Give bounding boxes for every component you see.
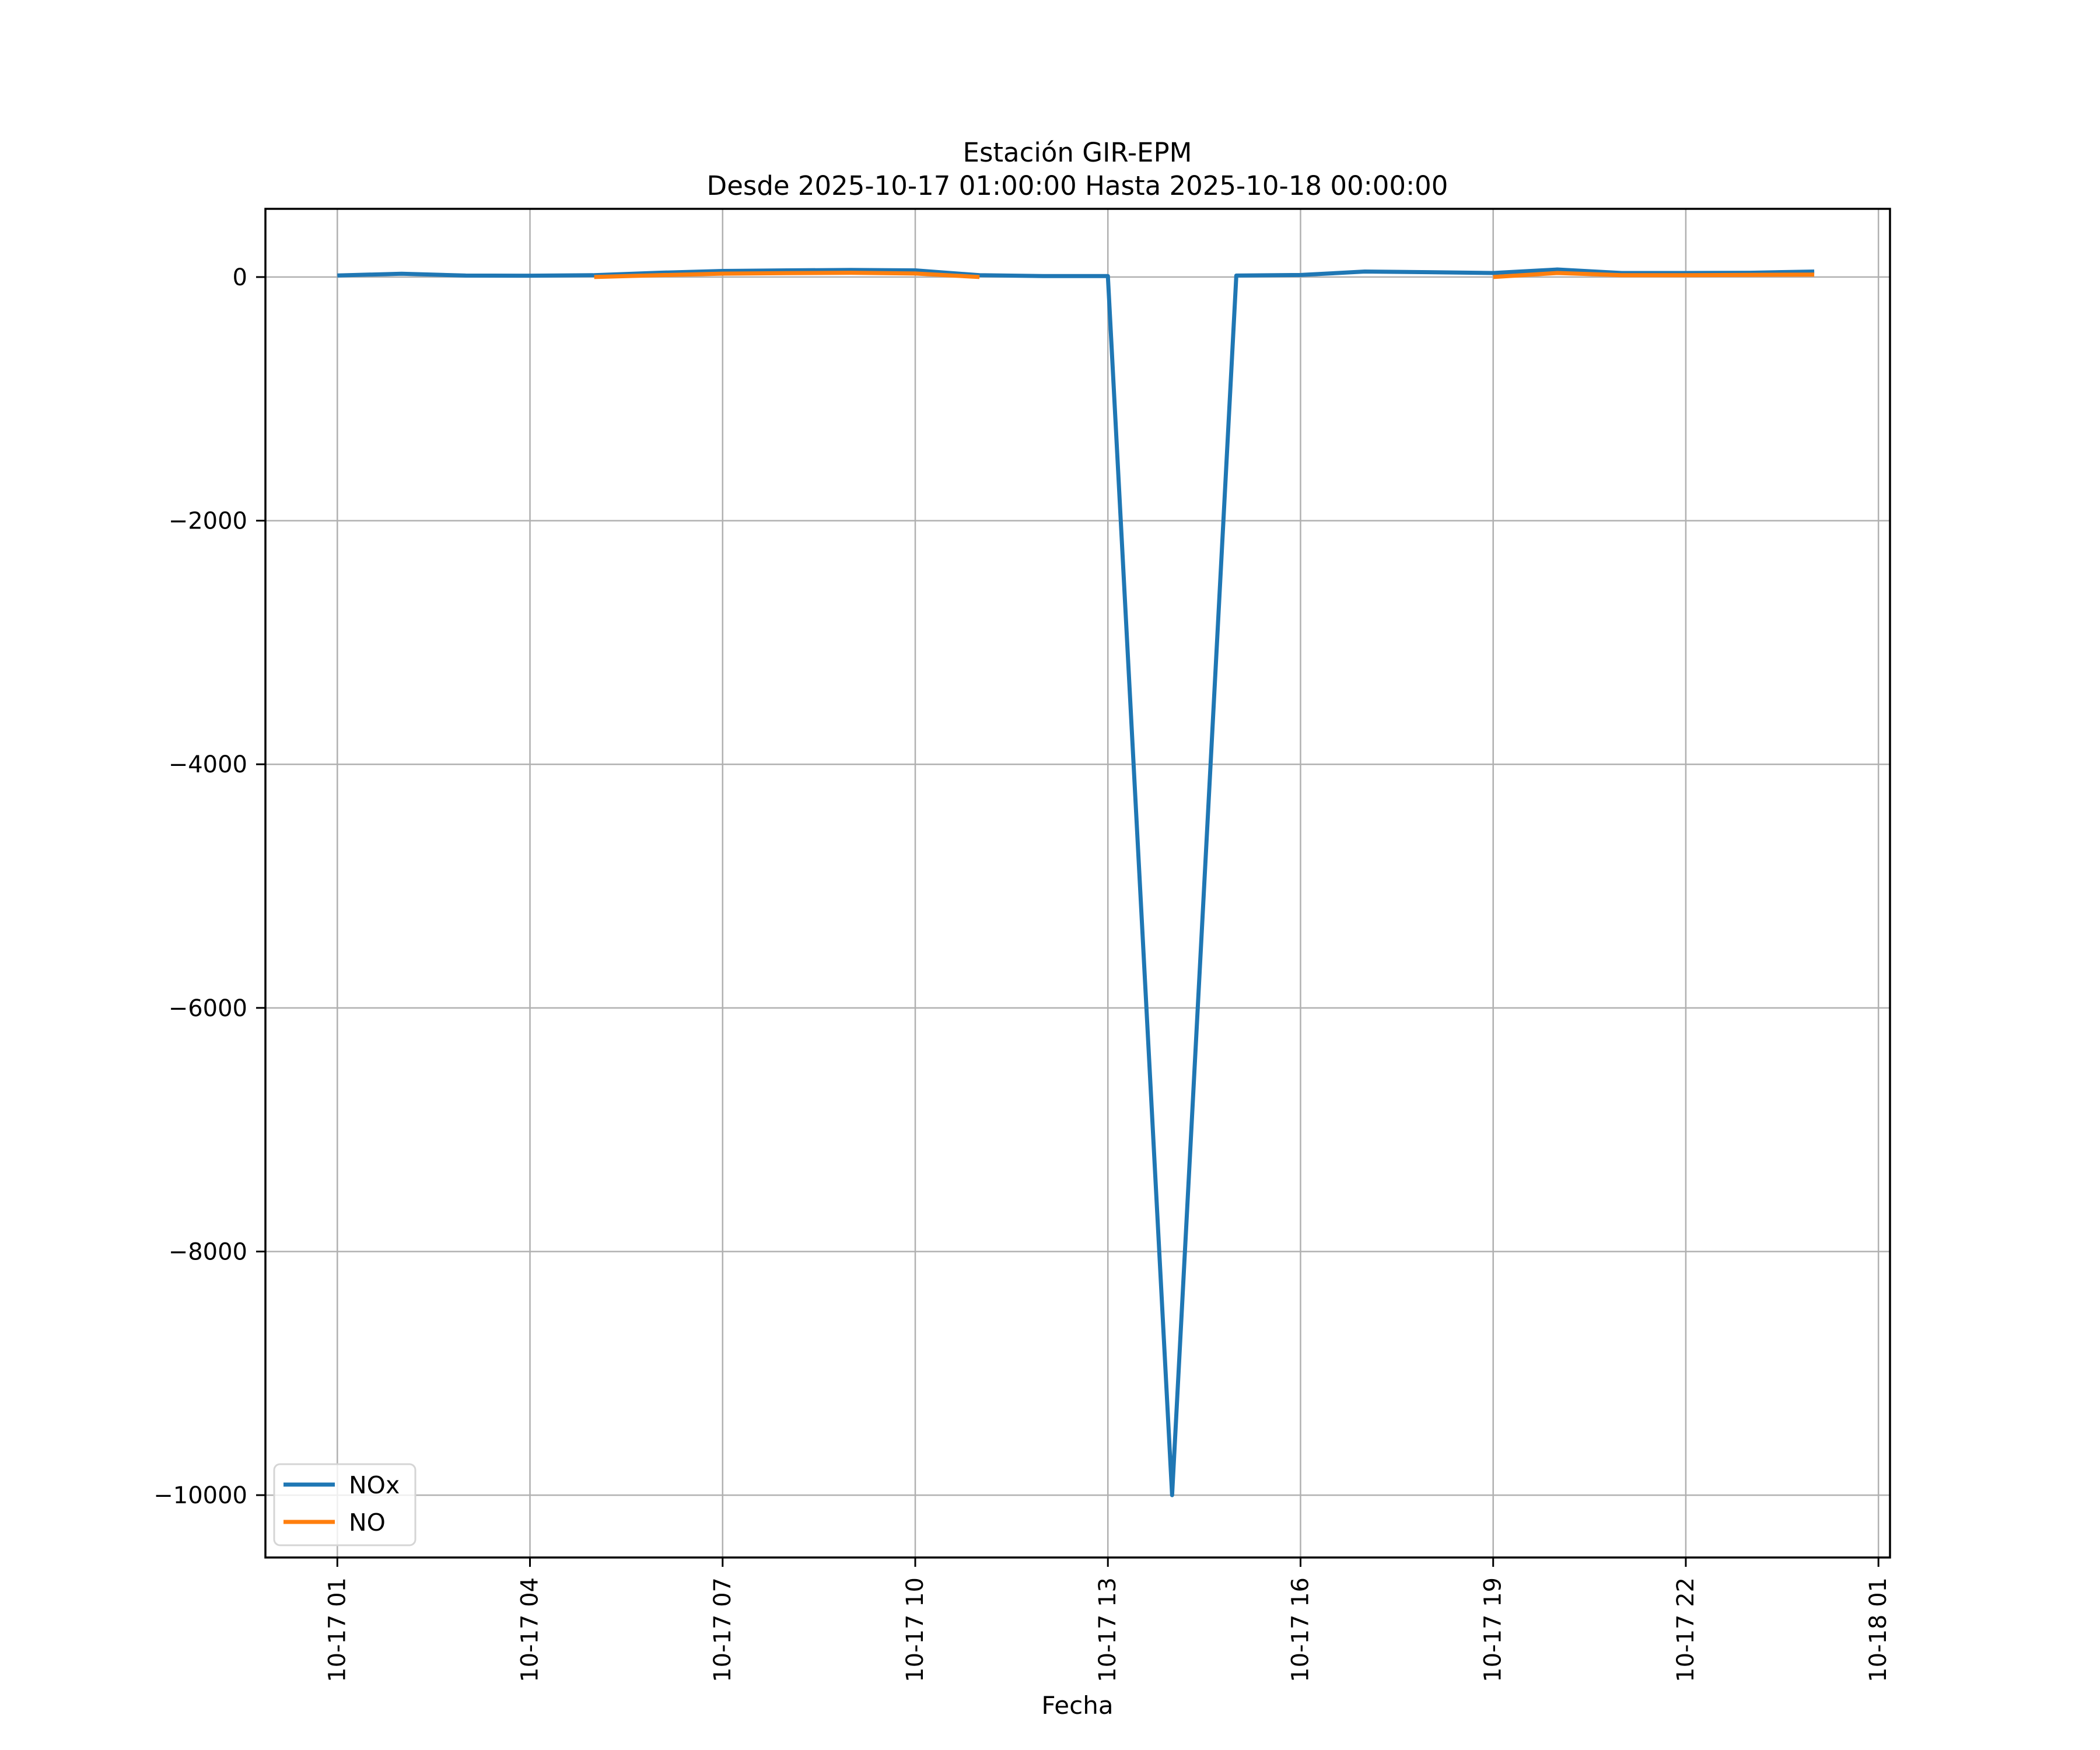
x-tick-label: 10-17 22 <box>1672 1577 1699 1682</box>
x-axis-title: Fecha <box>1041 1691 1113 1720</box>
x-tick-label: 10-18 01 <box>1865 1577 1892 1682</box>
y-tick-label: −8000 <box>169 1238 247 1265</box>
tick-layer: 10-17 01 10-17 04 10-17 07 10-17 10 10-17 13… <box>153 264 1892 1682</box>
x-tick-label: 10-17 04 <box>517 1577 544 1682</box>
x-tick-label: 10-17 19 <box>1480 1577 1507 1682</box>
grid-layer <box>265 209 1890 1558</box>
legend-label-nox: NOx <box>349 1471 400 1499</box>
series-layer <box>337 267 1815 1497</box>
x-tick-label: 10-17 16 <box>1287 1577 1314 1682</box>
chart-subtitle: Desde 2025-10-17 01:00:00 Hasta 2025-10-… <box>707 170 1448 201</box>
series-line-no <box>1493 271 1815 279</box>
legend-label-no: NO <box>349 1508 386 1536</box>
series-line-no <box>594 271 980 279</box>
y-tick-label: −4000 <box>169 751 247 778</box>
y-tick-label: −2000 <box>169 508 247 535</box>
y-tick-label: −6000 <box>169 995 247 1022</box>
x-tick-label: 10-17 10 <box>902 1577 929 1682</box>
x-tick-label: 10-17 01 <box>324 1577 351 1682</box>
legend: NOx NO <box>273 1463 416 1546</box>
x-tick-label: 10-17 07 <box>709 1577 736 1682</box>
y-tick-label: −10000 <box>153 1482 247 1509</box>
plot-border <box>264 208 1891 1559</box>
chart-title: Estación GIR-EPM <box>963 137 1192 168</box>
y-tick-label: 0 <box>233 264 247 291</box>
x-tick-label: 10-17 13 <box>1094 1577 1121 1682</box>
series-line-nox <box>337 267 1815 1497</box>
